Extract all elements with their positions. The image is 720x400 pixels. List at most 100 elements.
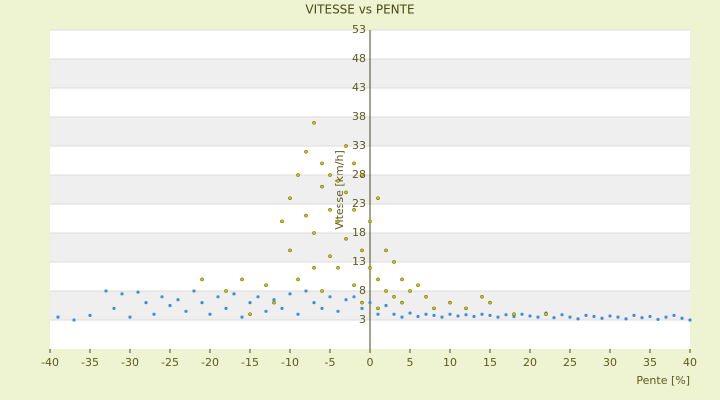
- point: [288, 292, 292, 296]
- point: [136, 290, 140, 294]
- point: [304, 149, 308, 154]
- point: [416, 314, 420, 319]
- point: [480, 294, 484, 299]
- point: [552, 316, 556, 320]
- point: [448, 300, 452, 305]
- point: [656, 317, 660, 322]
- point: [304, 213, 308, 218]
- point: [288, 196, 292, 201]
- point: [368, 301, 372, 305]
- point: [200, 277, 204, 282]
- point: [344, 144, 348, 148]
- point: [432, 313, 436, 317]
- point: [280, 219, 284, 224]
- point: [112, 306, 116, 310]
- point: [328, 295, 332, 299]
- point: [584, 313, 588, 317]
- x-tick-label: 0: [367, 356, 374, 369]
- point: [640, 316, 644, 320]
- point: [296, 312, 300, 316]
- point: [616, 315, 620, 319]
- point: [336, 265, 340, 270]
- point: [472, 314, 476, 319]
- point: [624, 317, 628, 321]
- point: [376, 196, 380, 201]
- point: [352, 295, 356, 299]
- point: [312, 265, 316, 270]
- point: [632, 313, 636, 317]
- point: [432, 306, 436, 311]
- point: [488, 313, 492, 317]
- x-tick-label: -5: [325, 356, 336, 369]
- point: [320, 184, 324, 189]
- point: [200, 301, 204, 305]
- point: [440, 315, 444, 319]
- point: [320, 161, 324, 166]
- point: [544, 312, 548, 317]
- point: [160, 295, 164, 299]
- point: [608, 314, 612, 318]
- x-tick-label: 30: [603, 356, 617, 369]
- point: [392, 312, 396, 316]
- point: [320, 306, 324, 310]
- point: [272, 300, 276, 305]
- point: [576, 317, 580, 321]
- y-tick-label: 18: [352, 226, 366, 239]
- point: [424, 294, 428, 299]
- x-tick-label: 20: [523, 356, 537, 369]
- point: [304, 289, 308, 293]
- x-tick-label: -15: [241, 356, 259, 369]
- point: [176, 298, 180, 302]
- x-tick-label: -10: [281, 356, 299, 369]
- point: [288, 248, 292, 253]
- point: [352, 161, 356, 166]
- point: [336, 309, 340, 313]
- point: [240, 277, 244, 282]
- point: [224, 306, 228, 310]
- point: [224, 289, 228, 293]
- y-tick-label: 28: [352, 168, 366, 181]
- point: [184, 309, 188, 313]
- point: [368, 265, 372, 270]
- point: [488, 300, 492, 305]
- point: [216, 295, 220, 299]
- x-tick-label: 5: [407, 356, 414, 369]
- point: [336, 178, 340, 183]
- point: [360, 300, 364, 305]
- y-tick-label: 13: [352, 255, 366, 268]
- point: [88, 313, 92, 317]
- point: [104, 289, 108, 293]
- point: [336, 219, 340, 224]
- point: [344, 190, 348, 195]
- y-tick-label: 8: [359, 284, 366, 297]
- point: [384, 303, 388, 308]
- point: [392, 294, 396, 299]
- point: [272, 298, 276, 302]
- point: [208, 312, 212, 316]
- point: [144, 301, 148, 305]
- point: [448, 312, 452, 316]
- x-tick-label: 10: [443, 356, 457, 369]
- point: [352, 207, 356, 212]
- point: [360, 306, 364, 310]
- point: [456, 314, 460, 318]
- point: [408, 289, 412, 293]
- x-tick-label: 25: [563, 356, 577, 369]
- x-tick-label: 35: [643, 356, 657, 369]
- point: [672, 313, 676, 317]
- chart-title: VITESSE vs PENTE: [305, 3, 414, 17]
- point: [264, 309, 268, 313]
- point: [360, 248, 364, 253]
- point: [560, 313, 564, 317]
- point: [648, 314, 652, 319]
- y-tick-label: 33: [352, 139, 366, 152]
- y-tick-label: 53: [352, 23, 366, 36]
- point: [480, 312, 484, 316]
- point: [312, 301, 316, 305]
- y-tick-label: 23: [352, 197, 366, 210]
- point: [56, 315, 60, 319]
- point: [248, 312, 252, 317]
- x-tick-label: -35: [81, 356, 99, 369]
